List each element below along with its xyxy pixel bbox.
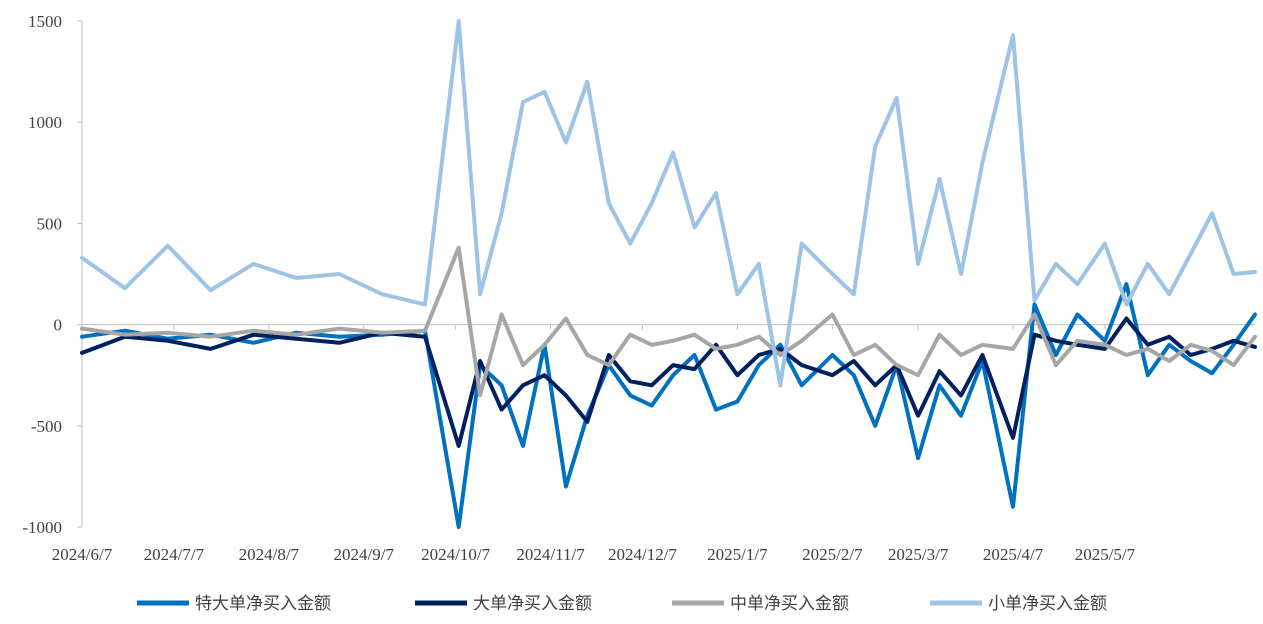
series-line-1 xyxy=(80,282,1257,529)
y-axis: -1000 -500 0 500 1000 1500 xyxy=(22,12,83,537)
legend: 特大单净买入金额 大单净买入金额 中单净买入金额 小单净买入金额 xyxy=(137,594,1107,614)
x-tick-label: 2024/9/7 xyxy=(334,545,395,564)
series-layer xyxy=(80,19,1257,529)
legend-label-4: 小单净买入金额 xyxy=(988,594,1107,614)
y-tick-label: 1000 xyxy=(28,113,62,132)
series-line-2 xyxy=(80,316,1257,448)
y-tick-label: 0 xyxy=(54,316,63,335)
x-tick-label: 2024/11/7 xyxy=(516,545,585,564)
y-tick-label: -1000 xyxy=(22,518,62,537)
series-line-3 xyxy=(80,245,1257,398)
y-tick-label: 1500 xyxy=(28,12,62,31)
series-line-4 xyxy=(80,19,1257,388)
legend-label-2: 大单净买入金额 xyxy=(473,594,592,614)
x-tick-label: 2024/12/7 xyxy=(608,545,677,564)
x-tick-label: 2025/4/7 xyxy=(983,545,1044,564)
x-axis: 2024/6/7 2024/7/7 2024/8/7 2024/9/7 2024/10/… xyxy=(52,324,1255,564)
x-tick-label: 2025/1/7 xyxy=(707,545,768,564)
y-tick-label: -500 xyxy=(31,417,62,436)
y-tick-label: 500 xyxy=(37,214,63,233)
x-tick-label: 2025/5/7 xyxy=(1075,545,1136,564)
legend-label-3: 中单净买入金额 xyxy=(730,594,849,614)
x-tick-label: 2024/10/7 xyxy=(421,545,490,564)
x-tick-label: 2024/8/7 xyxy=(239,545,300,564)
legend-label-1: 特大单净买入金额 xyxy=(195,594,331,614)
x-tick-label: 2024/6/7 xyxy=(52,545,113,564)
x-tick-label: 2025/2/7 xyxy=(802,545,863,564)
x-tick-label: 2025/3/7 xyxy=(888,545,949,564)
x-tick-label: 2024/7/7 xyxy=(144,545,205,564)
